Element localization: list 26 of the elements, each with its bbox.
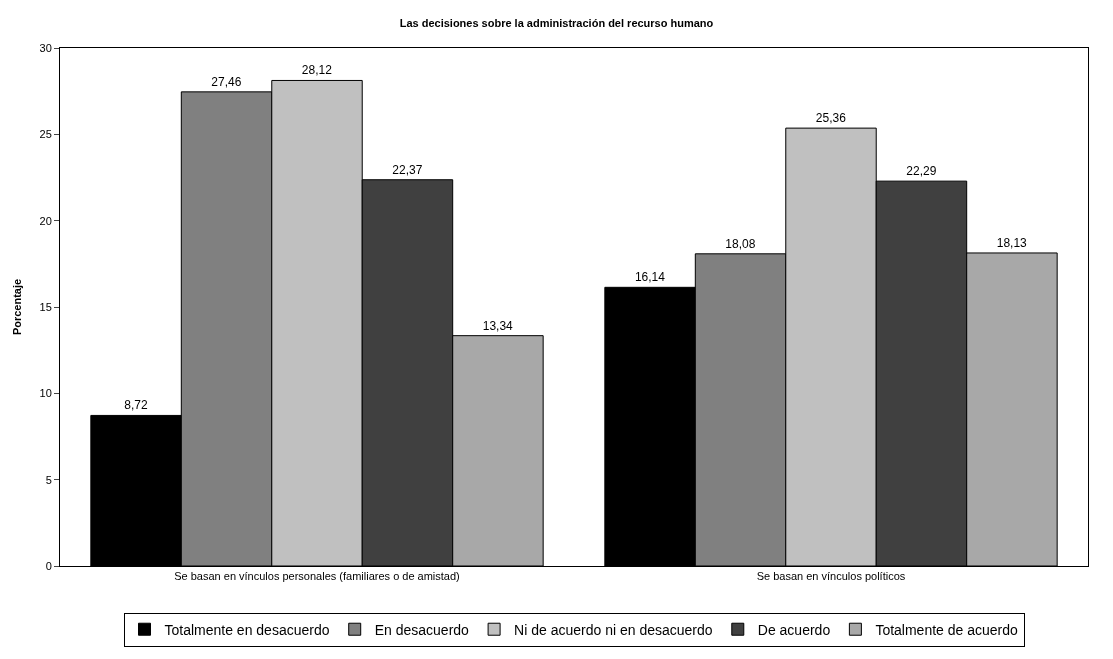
- y-tick-label: 30: [39, 41, 52, 54]
- chart-title: Las decisiones sobre la administración del recurso humano: [399, 17, 714, 30]
- legend-label: Ni de acuerdo ni en desacuerdo: [514, 621, 713, 638]
- y-tick-label: 5: [45, 473, 52, 486]
- x-tick-label: Se basan en vínculos políticos: [756, 570, 906, 583]
- y-tick-label: 20: [39, 214, 52, 227]
- y-tick-label: 25: [39, 128, 52, 141]
- y-tick-label: 10: [39, 387, 52, 400]
- legend-label: En desacuerdo: [374, 621, 470, 638]
- y-axis-title: Porcentaje: [11, 278, 24, 336]
- y-tick-label: 15: [39, 300, 52, 313]
- data-label: 27,46: [211, 74, 242, 89]
- data-label: 8,72: [124, 398, 148, 413]
- data-label: 22,37: [392, 162, 423, 177]
- legend-label: Totalmente en desacuerdo: [164, 621, 330, 638]
- legend-label: Totalmente de acuerdo: [875, 621, 1019, 638]
- data-label: 16,14: [634, 270, 666, 285]
- x-tick-label: Se basan en vínculos personales (familiares o de amistad): [174, 570, 460, 583]
- data-label: 13,34: [482, 318, 514, 333]
- y-tick-label: 0: [45, 559, 52, 572]
- legend-label: De acuerdo: [757, 621, 831, 638]
- data-label: 22,29: [906, 164, 937, 179]
- data-label: 18,08: [725, 236, 756, 251]
- data-label: 25,36: [815, 111, 847, 126]
- data-label: 28,12: [301, 63, 333, 78]
- data-label: 18,13: [996, 235, 1028, 250]
